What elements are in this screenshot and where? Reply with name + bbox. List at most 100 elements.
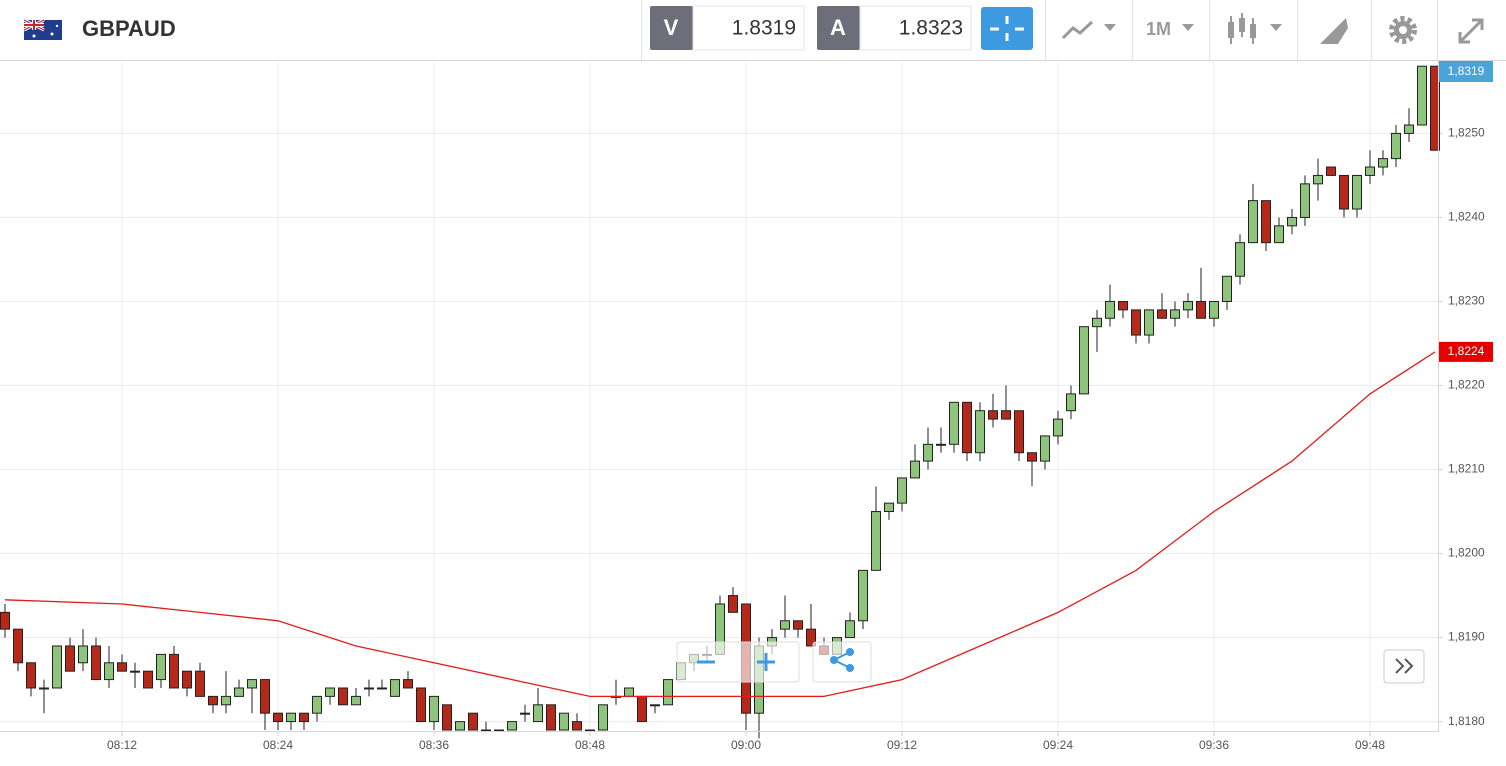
candle-body: [39, 687, 49, 690]
candle-body: [390, 679, 400, 697]
moving-average: [4, 351, 1436, 698]
candle-body: [897, 477, 907, 504]
buy-button[interactable]: [817, 6, 860, 50]
share-panel: [812, 641, 872, 683]
candle-body: [338, 687, 348, 706]
candle-body: [1339, 174, 1349, 210]
candle-body: [533, 704, 543, 723]
candle-body: [910, 460, 920, 479]
candle-body: [637, 695, 647, 723]
sell-price-box: [692, 5, 805, 51]
candle-body: [1352, 174, 1362, 210]
candle-body: [1235, 242, 1245, 277]
candle-body: [117, 662, 127, 672]
candle-body: [1248, 200, 1258, 244]
candle-body: [286, 712, 296, 723]
symbol: GBPAUD: [82, 16, 176, 41]
buy-price: 1.8323: [899, 17, 963, 40]
candle-body: [260, 679, 270, 714]
scroll-button[interactable]: [1383, 649, 1425, 684]
candle-body: [520, 712, 530, 715]
timeframe[interactable]: 1M: [1146, 19, 1171, 39]
candle-body: [299, 712, 309, 723]
last-price-badge: [1439, 61, 1493, 82]
divider: [1437, 0, 1438, 60]
candles-button[interactable]: [1228, 13, 1282, 44]
dropdown-arrow: [1182, 24, 1194, 31]
divider: [1209, 0, 1210, 60]
plot: 1,8180 1,8190 1,8200 1,8210 1,8220 1,8230 1,82…: [0, 62, 1485, 752]
x-tick-label: 09:24: [1043, 738, 1073, 752]
x-tick-label: 09:48: [1355, 738, 1385, 752]
zoom-controls: [676, 641, 1425, 684]
candle-body: [182, 670, 192, 689]
candle-body: [1131, 309, 1141, 336]
candle-body: [13, 628, 23, 664]
divider: [1045, 0, 1046, 60]
divider: [1132, 0, 1133, 60]
candle-body: [923, 443, 933, 462]
candle-body: [624, 687, 634, 697]
y-tick-label: 1,8210: [1448, 462, 1485, 476]
candle-body: [1222, 275, 1232, 302]
candle-body: [1196, 300, 1206, 319]
chart-type-button[interactable]: [1061, 20, 1116, 40]
candle-body: [1365, 166, 1375, 176]
candle-body: [1183, 300, 1193, 311]
candle-body: [572, 721, 582, 731]
candle-body: [78, 645, 88, 664]
candle-body: [884, 502, 894, 513]
candle-body: [468, 712, 478, 731]
candle-body: [1378, 158, 1388, 168]
candle-body: [962, 401, 972, 454]
candle-body: [156, 653, 166, 681]
candle-body: [325, 687, 335, 697]
y-tick-label: 1,8240: [1448, 210, 1485, 224]
fullscreen-button[interactable]: [1458, 18, 1484, 44]
candle-body: [845, 620, 855, 639]
candle-body: [650, 704, 660, 707]
candle-body: [1157, 309, 1167, 319]
candle-body: [585, 729, 595, 732]
candle-body: [1209, 300, 1219, 319]
candle-body: [1118, 300, 1128, 311]
x-tick-label: 08:12: [107, 738, 137, 752]
candle-body: [65, 645, 75, 672]
candle-body: [1014, 410, 1024, 454]
ma-badge: [1439, 341, 1493, 362]
buy-label: A: [830, 15, 846, 40]
candle-body: [26, 662, 36, 689]
draw-button[interactable]: [1320, 18, 1348, 44]
scroll-icon: [1395, 658, 1414, 674]
candle-body: [1313, 174, 1323, 185]
candle-body: [806, 628, 816, 647]
candle-body: [1404, 124, 1414, 134]
candle-body: [416, 687, 426, 723]
candle-body: [871, 511, 881, 571]
x-tick-label: 08:24: [263, 738, 293, 752]
settings-button[interactable]: [1389, 16, 1417, 44]
share-button[interactable]: [830, 648, 854, 672]
candle-body: [988, 410, 998, 420]
candle-body: [1300, 183, 1310, 218]
candle-body: [507, 721, 517, 731]
zoom-in[interactable]: [757, 653, 775, 671]
candle-body: [494, 729, 504, 732]
y-tick-label: 1,8180: [1448, 714, 1485, 728]
crosshair-button[interactable]: [981, 7, 1033, 50]
candle-body: [949, 401, 959, 445]
candle-body: [1391, 132, 1401, 160]
candle-body: [793, 620, 803, 630]
candle-body: [975, 410, 985, 454]
candle-body: [195, 670, 205, 697]
candle-body: [1027, 452, 1037, 462]
sell-button[interactable]: [650, 6, 693, 50]
candle-body: [403, 679, 413, 689]
candle-body: [1287, 216, 1297, 227]
flag: [23, 18, 62, 40]
candle-body: [130, 670, 140, 673]
y-tick-label: 1,8250: [1448, 126, 1485, 140]
candle-body: [728, 595, 738, 613]
candle-body: [442, 704, 452, 731]
candle-body: [247, 679, 257, 689]
